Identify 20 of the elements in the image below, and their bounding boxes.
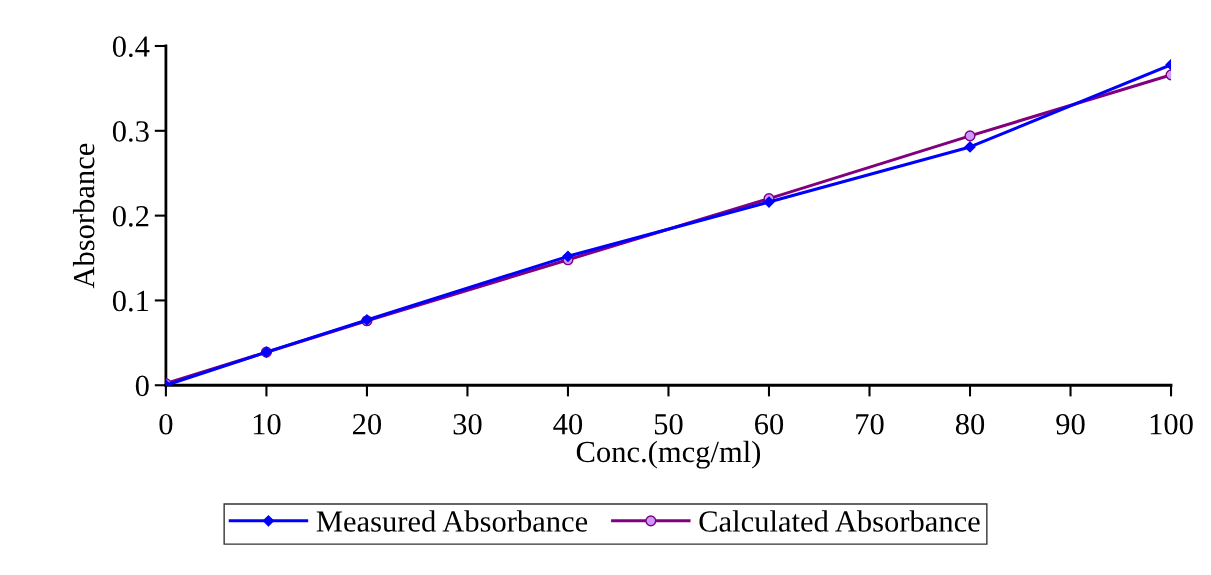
x-tick-label: 80 (955, 413, 985, 435)
x-tick-label: 0 (159, 413, 173, 435)
x-axis-title: Conc.(mcg/ml) (576, 440, 761, 469)
legend-label: Calculated Absorbance (699, 510, 980, 532)
y-tick-label: 0 (135, 375, 149, 397)
y-axis-title: Absorbance (72, 143, 95, 289)
x-tick-label: 90 (1056, 413, 1085, 435)
y-tick-label: 0.1 (112, 290, 149, 312)
x-tick-label: 50 (654, 413, 683, 435)
legend-label: Measured Absorbance (316, 510, 588, 532)
x-tick-label: 30 (453, 413, 482, 435)
x-tick-label: 100 (1150, 413, 1193, 435)
y-tick-label: 0.2 (112, 205, 149, 227)
y-tick-label: 0.4 (112, 36, 150, 58)
x-tick-label: 40 (553, 413, 583, 435)
x-tick-label: 60 (755, 413, 784, 435)
x-tick-label: 10 (253, 413, 281, 435)
x-tick-label: 20 (353, 413, 382, 435)
x-tick-label: 70 (856, 413, 884, 435)
y-tick-label: 0.3 (112, 121, 149, 142)
